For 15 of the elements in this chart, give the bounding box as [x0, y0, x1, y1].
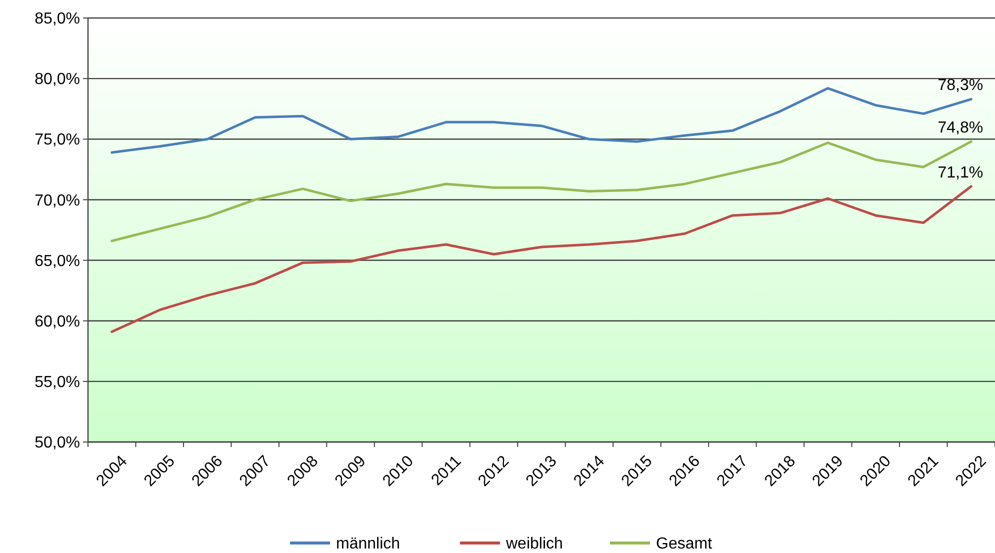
- y-tick-label: 50,0%: [34, 434, 80, 452]
- data-label: 78,3%: [938, 77, 984, 94]
- y-tick-label: 75,0%: [34, 132, 80, 149]
- data-label: 74,8%: [938, 120, 984, 137]
- data-label: 71,1%: [938, 164, 984, 182]
- y-tick-label: 65,0%: [34, 252, 80, 270]
- y-tick-label: 60,0%: [34, 313, 80, 330]
- legend-label: weiblich: [505, 536, 563, 553]
- legend-label: männlich: [336, 536, 400, 553]
- legend-label: Gesamt: [656, 536, 713, 553]
- y-tick-label: 85,0%: [34, 10, 80, 28]
- y-tick-label: 55,0%: [34, 374, 80, 392]
- line-series: [110, 185, 972, 334]
- y-tick-label: 80,0%: [34, 71, 80, 88]
- y-tick-label: 70,0%: [34, 192, 80, 210]
